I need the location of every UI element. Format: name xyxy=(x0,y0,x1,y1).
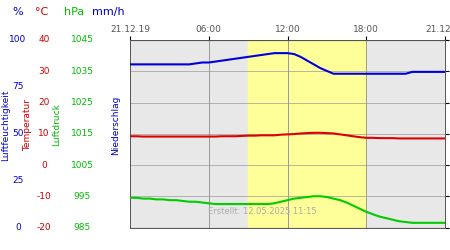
Text: 985: 985 xyxy=(73,223,90,232)
Text: Temperatur: Temperatur xyxy=(23,99,32,151)
Text: 20: 20 xyxy=(38,98,50,107)
Text: 30: 30 xyxy=(38,67,50,76)
Text: 50: 50 xyxy=(12,129,24,138)
Text: 75: 75 xyxy=(12,82,24,91)
Text: °C: °C xyxy=(36,7,49,17)
Text: Niederschlag: Niederschlag xyxy=(112,95,121,155)
Text: 995: 995 xyxy=(73,192,90,201)
Text: 25: 25 xyxy=(12,176,24,185)
Text: 0: 0 xyxy=(41,160,47,170)
Text: 1005: 1005 xyxy=(71,160,94,170)
Text: Luftdruck: Luftdruck xyxy=(53,104,62,146)
Text: 1045: 1045 xyxy=(71,36,94,44)
Text: 1025: 1025 xyxy=(71,98,94,107)
Bar xyxy=(248,40,366,228)
Text: %: % xyxy=(13,7,23,17)
Text: 40: 40 xyxy=(38,36,50,44)
Text: hPa: hPa xyxy=(64,7,84,17)
Text: Luftfeuchtigkeit: Luftfeuchtigkeit xyxy=(1,89,10,161)
Text: 100: 100 xyxy=(9,36,27,44)
Text: 1015: 1015 xyxy=(71,129,94,138)
Text: Erstellt: 12.05.2025 11:15: Erstellt: 12.05.2025 11:15 xyxy=(208,207,317,216)
Text: 0: 0 xyxy=(15,223,21,232)
Text: -20: -20 xyxy=(37,223,51,232)
Text: mm/h: mm/h xyxy=(92,7,124,17)
Text: 10: 10 xyxy=(38,129,50,138)
Text: 1035: 1035 xyxy=(71,67,94,76)
Text: -10: -10 xyxy=(36,192,51,201)
